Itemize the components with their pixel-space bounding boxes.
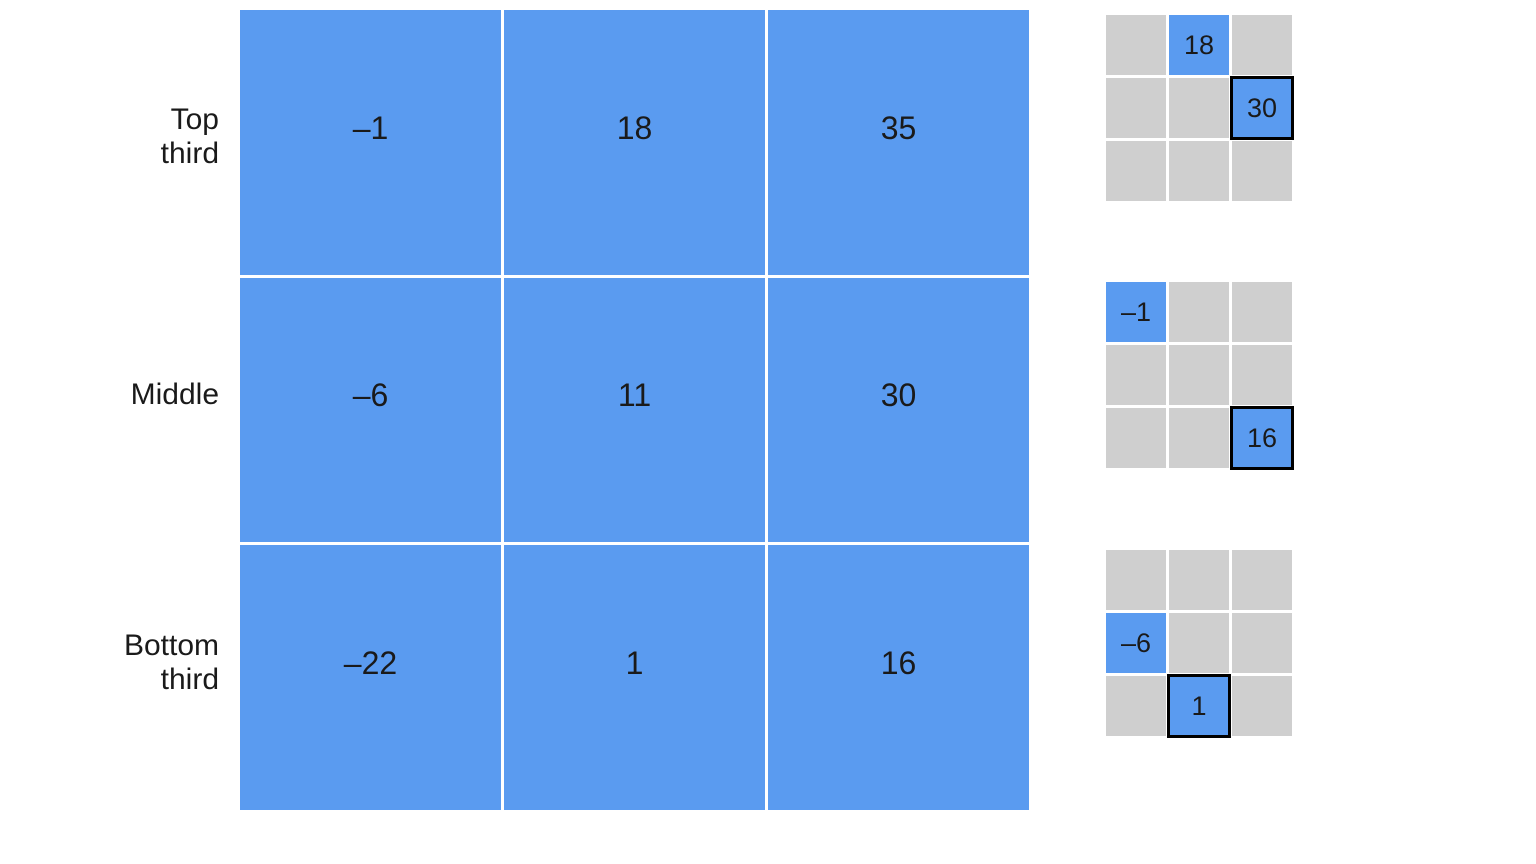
- mini-cell: 18: [1169, 15, 1229, 75]
- main-cell: –6: [240, 278, 501, 543]
- mini-cell: –6: [1106, 613, 1166, 673]
- mini-grid-2: –61: [1106, 550, 1292, 736]
- mini-cell: [1169, 408, 1229, 468]
- mini-cell: [1232, 676, 1292, 736]
- mini-cell: [1106, 676, 1166, 736]
- mini-cell: [1169, 613, 1229, 673]
- mini-cell: [1232, 282, 1292, 342]
- mini-cell: [1232, 141, 1292, 201]
- mini-cell: [1106, 15, 1166, 75]
- mini-cell: 30: [1232, 78, 1292, 138]
- mini-cell: [1232, 550, 1292, 610]
- main-cell: 35: [768, 10, 1029, 275]
- mini-cell: [1106, 78, 1166, 138]
- main-grid: –11835 –61130 –22116: [240, 10, 1029, 810]
- main-cell: 18: [504, 10, 765, 275]
- main-cell: –1: [240, 10, 501, 275]
- main-cell: 1: [504, 545, 765, 810]
- mini-cell: [1169, 550, 1229, 610]
- mini-cell: [1106, 345, 1166, 405]
- row-label-line: third: [79, 137, 219, 172]
- mini-cell: [1169, 141, 1229, 201]
- row-label-line: Middle: [79, 378, 219, 413]
- mini-cell: [1106, 550, 1166, 610]
- mini-cell: [1169, 78, 1229, 138]
- main-cell: –22: [240, 545, 501, 810]
- main-cell: 11: [504, 278, 765, 543]
- mini-cell: [1232, 345, 1292, 405]
- main-cell: 16: [768, 545, 1029, 810]
- mini-cell: 1: [1169, 676, 1229, 736]
- main-cell: 30: [768, 278, 1029, 543]
- row-label-line: Bottom: [79, 629, 219, 664]
- row-label-line: third: [79, 663, 219, 698]
- row-label-line: Top: [79, 103, 219, 138]
- mini-cell: [1232, 15, 1292, 75]
- mini-cell: –1: [1106, 282, 1166, 342]
- mini-grid-1: –1 16: [1106, 282, 1292, 468]
- mini-cell: 16: [1232, 408, 1292, 468]
- mini-cell: [1169, 345, 1229, 405]
- row-label-top: Topthird: [79, 103, 219, 172]
- mini-cell: [1232, 613, 1292, 673]
- mini-cell: [1106, 408, 1166, 468]
- diagram-stage: Topthird Middle Bottomthird –11835–61130…: [0, 0, 1536, 864]
- mini-grid-0: 1830: [1106, 15, 1292, 201]
- mini-cell: [1106, 141, 1166, 201]
- mini-cell: [1169, 282, 1229, 342]
- row-label-bottom: Bottomthird: [79, 629, 219, 698]
- row-label-middle: Middle: [79, 378, 219, 413]
